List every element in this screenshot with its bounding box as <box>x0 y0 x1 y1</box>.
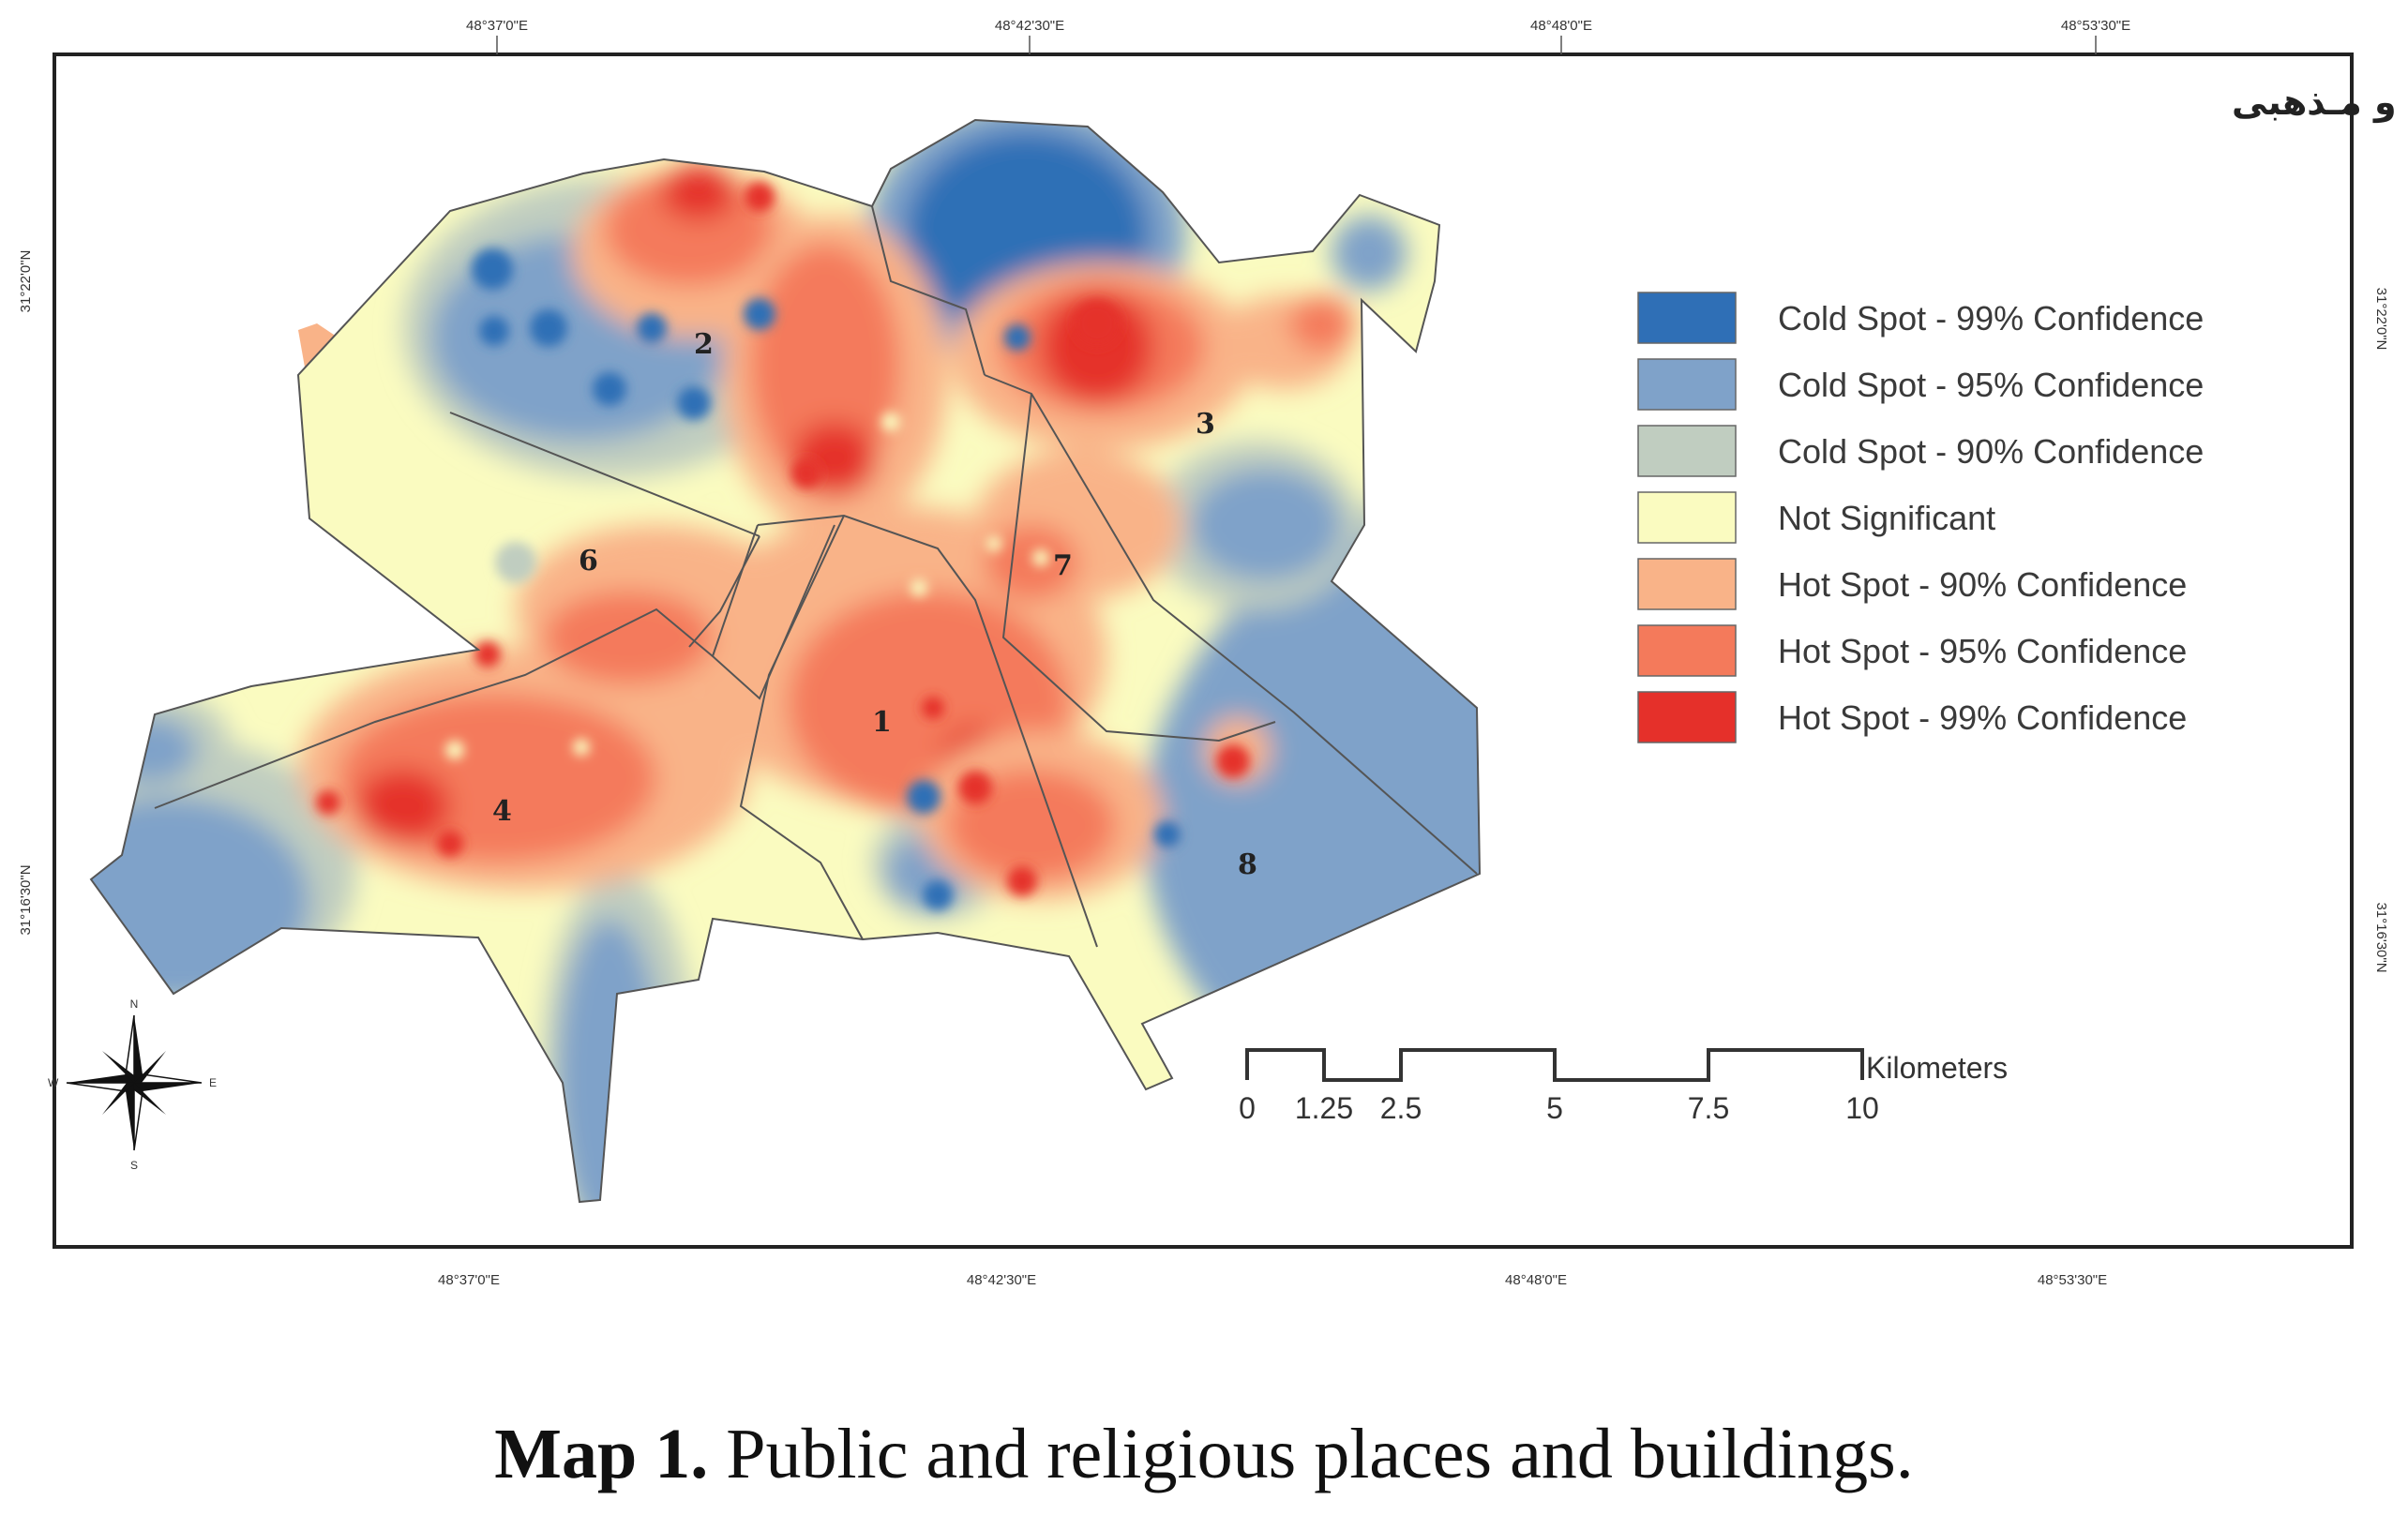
scale-tick-1: 1.25 <box>1295 1091 1353 1125</box>
scale-labels: 0 1.25 2.5 5 7.5 10 Kilometers <box>1239 1051 2008 1125</box>
district-label-2: 2 <box>694 328 714 361</box>
svg-text:Hot Spot - 95% Confidence: Hot Spot - 95% Confidence <box>1778 632 2187 670</box>
surface-spot <box>922 697 944 719</box>
top-coord-4: 48°53'30"E <box>2061 18 2130 34</box>
district-label-6: 6 <box>579 545 598 578</box>
surface-spot <box>907 780 941 814</box>
surface-spot <box>986 536 1001 551</box>
scale-tick-4: 7.5 <box>1688 1091 1729 1125</box>
surface-spot <box>744 298 775 330</box>
surface-zone <box>661 164 736 220</box>
district-label-4: 4 <box>492 795 512 828</box>
surface-zone <box>544 591 713 684</box>
surface-spot <box>923 880 953 910</box>
surface-zone <box>750 244 900 488</box>
surface-zone <box>947 769 1116 881</box>
compass-rose-icon: N S E W <box>48 998 217 1172</box>
surface-spot <box>791 458 821 488</box>
surface-spot <box>316 790 340 815</box>
surface-spot <box>573 739 590 756</box>
svg-text:Hot Spot - 99% Confidence: Hot Spot - 99% Confidence <box>1778 698 2187 737</box>
surface-spot <box>745 182 775 212</box>
scale-tick-2: 2.5 <box>1380 1091 1422 1125</box>
surface-spot <box>911 579 927 596</box>
surface-spot <box>495 542 536 583</box>
legend-item-cold-90: Cold Spot - 90% Confidence <box>1637 425 2204 477</box>
compass-west: W <box>48 1076 59 1089</box>
left-coord-1: 31°22'0"N <box>18 250 34 313</box>
top-coord-2: 48°42'30"E <box>995 18 1064 34</box>
district-label-7: 7 <box>1053 549 1073 582</box>
district-boundaries <box>89 118 1482 1204</box>
district-label-1: 1 <box>872 706 892 739</box>
top-coord-3: 48°48'0"E <box>1530 18 1592 34</box>
bottom-coord-2: 48°42'30"E <box>967 1272 1036 1288</box>
surface-spot <box>472 248 513 290</box>
surface-zone <box>985 525 1078 600</box>
svg-text:Cold Spot - 90% Confidence: Cold Spot - 90% Confidence <box>1778 432 2204 471</box>
legend-item-hot-90: Hot Spot - 90% Confidence <box>1637 558 2187 610</box>
surface-spot <box>637 313 667 343</box>
legend-item-cold-95: Cold Spot - 95% Confidence <box>1637 358 2204 411</box>
map-title: نقشه شاخص ساختمان و مکان هـای عمومـی و م… <box>2232 82 2408 124</box>
surface-spot <box>445 741 464 759</box>
scale-bar <box>1245 1048 1864 1082</box>
surface-zone <box>1191 469 1341 581</box>
svg-text:Cold Spot - 95% Confidence: Cold Spot - 95% Confidence <box>1778 366 2204 404</box>
surface-zone <box>1332 216 1407 291</box>
surface-zone <box>356 769 450 844</box>
surface-spot <box>1007 866 1037 896</box>
bottom-coord-1: 48°37'0"E <box>438 1272 500 1288</box>
bottom-coord-3: 48°48'0"E <box>1505 1272 1567 1288</box>
surface-spot <box>1032 549 1049 566</box>
scale-tick-0: 0 <box>1239 1091 1256 1125</box>
surface-spot <box>1004 324 1031 351</box>
scale-tick-5: 10 <box>1845 1091 1879 1125</box>
caption-label: Map 1. <box>494 1415 709 1493</box>
surface-spot <box>474 641 501 668</box>
compass-east: E <box>209 1076 217 1089</box>
right-coord-1: 31°22'0"N <box>2373 288 2389 351</box>
right-coord-2: 31°16'30"N <box>2373 902 2389 972</box>
top-coord-1: 48°37'0"E <box>466 18 528 34</box>
surface-spot <box>593 372 626 406</box>
surface-spot <box>1074 300 1121 347</box>
legend-item-not-significant: Not Significant <box>1637 491 1995 544</box>
legend-item-hot-99: Hot Spot - 99% Confidence <box>1637 691 2187 743</box>
legend-item-hot-95: Hot Spot - 95% Confidence <box>1637 624 2187 677</box>
compass-south: S <box>130 1159 138 1172</box>
surface-spot <box>881 412 900 431</box>
legend-item-cold-99: Cold Spot - 99% Confidence <box>1637 292 2204 344</box>
surface-spot <box>1216 744 1250 778</box>
legend: Cold Spot - 99% Confidence Cold Spot - 9… <box>1637 292 2204 743</box>
graticule-labels: 48°37'0"E 48°42'30"E 48°48'0"E 48°53'30"… <box>18 18 2389 1288</box>
surface-zone <box>1289 295 1355 352</box>
surface-spot <box>530 309 567 347</box>
caption-text: Public and religious places and building… <box>708 1415 1914 1493</box>
figure-caption: Map 1. Public and religious places and b… <box>0 1414 2408 1495</box>
surface-spot <box>479 316 509 346</box>
hotspot-map: 1 2 3 4 6 7 8 48°37'0"E 48°42'30"E 48°48… <box>18 18 2408 1288</box>
compass-north: N <box>130 998 139 1011</box>
scale-tick-3: 5 <box>1546 1091 1563 1125</box>
district-labels: 1 2 3 4 6 7 8 <box>492 328 1257 881</box>
surface-spot <box>677 386 711 420</box>
svg-text:Hot Spot - 90% Confidence: Hot Spot - 90% Confidence <box>1778 565 2187 604</box>
district-label-3: 3 <box>1196 408 1215 441</box>
svg-text:Cold Spot - 99% Confidence: Cold Spot - 99% Confidence <box>1778 299 2204 338</box>
surface-spot <box>958 771 992 804</box>
district-label-8: 8 <box>1238 848 1257 881</box>
bottom-coord-4: 48°53'30"E <box>2038 1272 2107 1288</box>
left-coord-2: 31°16'30"N <box>18 864 34 935</box>
surface-spot <box>437 831 463 857</box>
svg-text:Not Significant: Not Significant <box>1778 499 1995 537</box>
surface-spot <box>1154 821 1181 848</box>
scale-unit: Kilometers <box>1866 1051 2008 1085</box>
